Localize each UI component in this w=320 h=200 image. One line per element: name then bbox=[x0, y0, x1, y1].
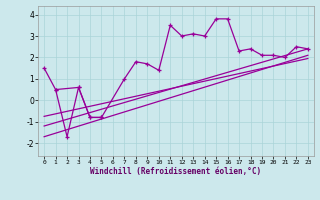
X-axis label: Windchill (Refroidissement éolien,°C): Windchill (Refroidissement éolien,°C) bbox=[91, 167, 261, 176]
